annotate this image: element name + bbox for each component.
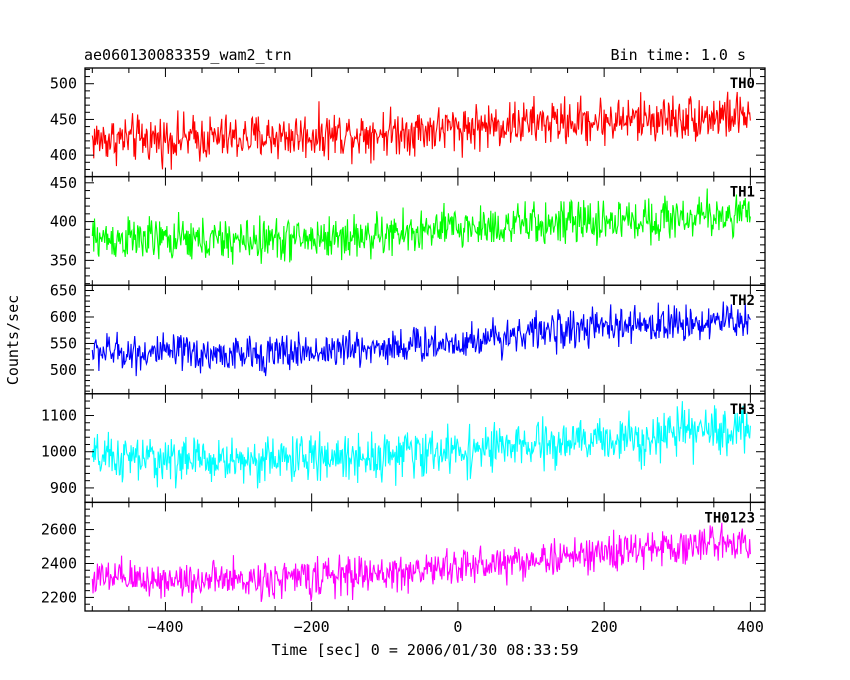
x-tick-label: 0 xyxy=(453,618,462,636)
y-tick-label: 2400 xyxy=(41,554,77,572)
y-tick-label: 2600 xyxy=(41,521,77,539)
panel-label-th0123: TH0123 xyxy=(704,510,755,526)
panel-label-th1: TH1 xyxy=(730,185,755,201)
y-tick-label: 1000 xyxy=(41,443,77,461)
y-tick-label: 500 xyxy=(50,361,77,379)
y-tick-label: 900 xyxy=(50,479,77,497)
y-tick-label: 500 xyxy=(50,75,77,93)
series-line-th0 xyxy=(91,91,751,170)
y-axis-title: Counts/sec xyxy=(4,295,22,385)
y-tick-label: 450 xyxy=(50,174,77,192)
y-tick-label: 400 xyxy=(50,213,77,231)
panels-group: 400 450 500 TH0 350 400 450 TH1 500 550 600 650 TH2 9… xyxy=(41,67,766,636)
series-line-th2 xyxy=(91,301,751,377)
y-tick-label: 550 xyxy=(50,334,77,352)
panel-label-th2: TH2 xyxy=(730,293,755,309)
panel-label-th0: TH0 xyxy=(730,76,755,92)
x-axis-title: Time [sec] 0 = 2006/01/30 08:33:59 xyxy=(271,641,578,659)
bin-time-label: Bin time: 1.0 s xyxy=(611,46,746,64)
y-tick-label: 350 xyxy=(50,251,77,269)
x-tick-label: 400 xyxy=(737,618,764,636)
y-tick-label: 2200 xyxy=(41,588,77,606)
x-tick-label: −200 xyxy=(294,618,330,636)
panel-frame xyxy=(84,501,766,612)
y-tick-label: 600 xyxy=(50,308,77,326)
series-line-th1 xyxy=(91,188,751,265)
x-tick-label: −400 xyxy=(147,618,183,636)
panel-label-th3: TH3 xyxy=(730,402,755,418)
y-tick-label: 1100 xyxy=(41,407,77,425)
x-tick-label: 200 xyxy=(591,618,618,636)
y-tick-label: 650 xyxy=(50,281,77,299)
series-line-th3 xyxy=(91,401,751,489)
y-tick-label: 400 xyxy=(50,146,77,164)
chart-title: ae060130083359_wam2_trn xyxy=(84,46,292,64)
y-tick-label: 450 xyxy=(50,110,77,128)
series-line-th0123 xyxy=(91,522,751,604)
